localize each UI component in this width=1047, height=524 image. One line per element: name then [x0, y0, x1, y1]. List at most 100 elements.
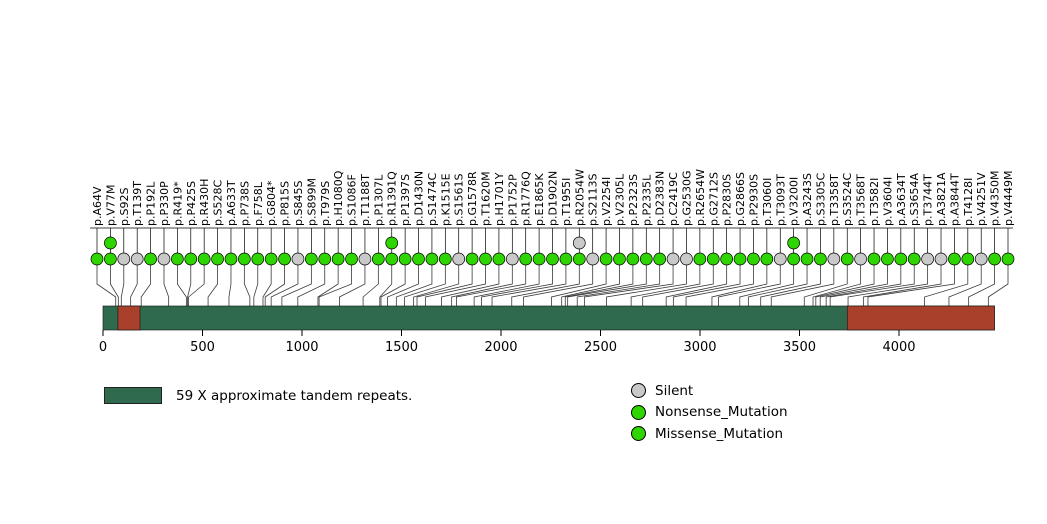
- position-connector: [473, 265, 540, 306]
- mutation-label: p.G2530G: [680, 170, 693, 226]
- mutation-type-legend: Silent Nonsense_Mutation Missense_Mutati…: [631, 380, 788, 445]
- position-connector: [253, 265, 259, 306]
- mutation-circle: [479, 252, 492, 266]
- mutation-circle: [934, 252, 948, 266]
- mutation-circle: [385, 252, 399, 266]
- mutation-label: p.P192L: [145, 181, 158, 226]
- position-connector: [387, 265, 419, 306]
- mutation-circle: [773, 252, 787, 266]
- mutation-label: p.V2254I: [600, 177, 613, 226]
- mutation-circle: [613, 252, 626, 266]
- mutation-label: p.A3634T: [895, 173, 908, 226]
- mutation-label: p.D1430N: [413, 171, 426, 226]
- position-connector: [120, 265, 125, 306]
- mutation-circle: [90, 252, 104, 266]
- mutation-label: p.R2654W: [694, 169, 707, 226]
- mutation-label: p.T1955I: [560, 178, 573, 226]
- mutation-label: p.P2323S: [627, 174, 640, 226]
- position-connector: [441, 265, 500, 306]
- nonsense-swatch-icon: [631, 404, 646, 420]
- mutation-circle: [171, 252, 184, 266]
- mutation-circle: [238, 252, 251, 266]
- mutation-circle: [331, 252, 345, 266]
- mutation-circle: [572, 252, 586, 266]
- position-connector: [491, 265, 567, 306]
- position-connector: [424, 265, 486, 306]
- position-connector: [456, 265, 527, 306]
- position-connector: [130, 265, 138, 306]
- position-connector: [140, 265, 151, 306]
- mutation-label: p.T979S: [319, 181, 332, 226]
- mutation-circle: [854, 252, 867, 266]
- mutation-circle: [278, 252, 291, 266]
- position-connector: [747, 265, 808, 306]
- mutation-circle: [546, 252, 559, 266]
- legend-item-silent: Silent: [631, 380, 788, 402]
- position-connector: [297, 265, 326, 306]
- position-connector: [564, 265, 634, 306]
- position-connector: [606, 265, 687, 306]
- mutation-label: p.P2930S: [747, 174, 760, 226]
- domain-legend-label: 59 X approximate tandem repeats.: [176, 387, 413, 404]
- mutation-circle: [840, 252, 854, 266]
- mutation-label: p.S1086F: [346, 174, 359, 226]
- mutation-circle: [371, 252, 385, 266]
- mutation-circle: [224, 252, 238, 266]
- mutation-label: p.T4128I: [962, 178, 975, 226]
- mutation-label: p.T3060I: [761, 178, 774, 226]
- position-connector: [829, 265, 915, 306]
- mutation-label: p.P425S: [185, 181, 198, 226]
- protein-segment: [117, 305, 141, 331]
- mutation-label: p.P2830S: [721, 174, 734, 226]
- mutation-circle-stacked: [385, 236, 399, 250]
- axis-tick-label: 2000: [484, 340, 517, 355]
- mutation-label: p.V3604I: [881, 177, 894, 226]
- position-connector: [665, 265, 728, 306]
- position-connector: [576, 265, 661, 306]
- mutation-circle: [1001, 252, 1015, 266]
- position-connector: [551, 265, 607, 306]
- mutation-label: p.V3200I: [788, 177, 801, 226]
- mutation-label: p.T3744T: [922, 174, 935, 226]
- mutation-circle: [706, 252, 720, 266]
- mutation-circle: [894, 252, 908, 266]
- position-connector: [825, 265, 902, 306]
- mutation-label: p.S1474C: [426, 173, 439, 226]
- mutation-circle: [532, 252, 546, 266]
- axis-tick-label: 1000: [285, 340, 318, 355]
- mutation-circle: [559, 252, 573, 266]
- position-connector: [567, 265, 647, 306]
- mutation-label: p.T3093T: [774, 174, 787, 226]
- mutation-circle: [519, 252, 533, 266]
- mutation-circle: [197, 252, 211, 266]
- mutation-circle: [680, 252, 693, 266]
- mutation-label: p.E1865K: [533, 173, 546, 226]
- position-connector: [362, 265, 379, 306]
- position-connector: [264, 265, 285, 306]
- mutation-label: p.R430H: [198, 179, 211, 226]
- mutation-circle: [747, 252, 760, 266]
- mutation-circle: [492, 252, 506, 266]
- mutation-label: p.D1902N: [547, 171, 560, 226]
- mutation-label: p.G804*: [265, 180, 278, 226]
- mutation-circle: [104, 252, 117, 266]
- legend-item-missense: Missense_Mutation: [631, 423, 788, 445]
- mutation-circle: [599, 252, 613, 266]
- mutation-label: p.S3305C: [814, 173, 827, 226]
- mutation-label: p.S899M: [305, 178, 318, 226]
- mutation-label: p.D2383N: [654, 171, 667, 226]
- mutation-label: p.V2305L: [613, 173, 626, 226]
- mutation-label: p.S3654A: [908, 173, 921, 226]
- position-connector: [243, 265, 251, 306]
- position-connector: [948, 265, 982, 306]
- mutation-circle: [398, 252, 412, 266]
- mutation-circle: [130, 252, 144, 266]
- mutation-circle: [881, 252, 894, 266]
- mutation-label: p.V4251V: [975, 172, 988, 226]
- mutation-circle: [693, 252, 707, 266]
- position-connector: [379, 265, 393, 306]
- mutation-label: p.P738S: [238, 181, 251, 226]
- axis-tick-label: 4000: [882, 340, 915, 355]
- mutation-circle: [465, 252, 479, 266]
- mutation-label: p.G2866S: [734, 172, 747, 226]
